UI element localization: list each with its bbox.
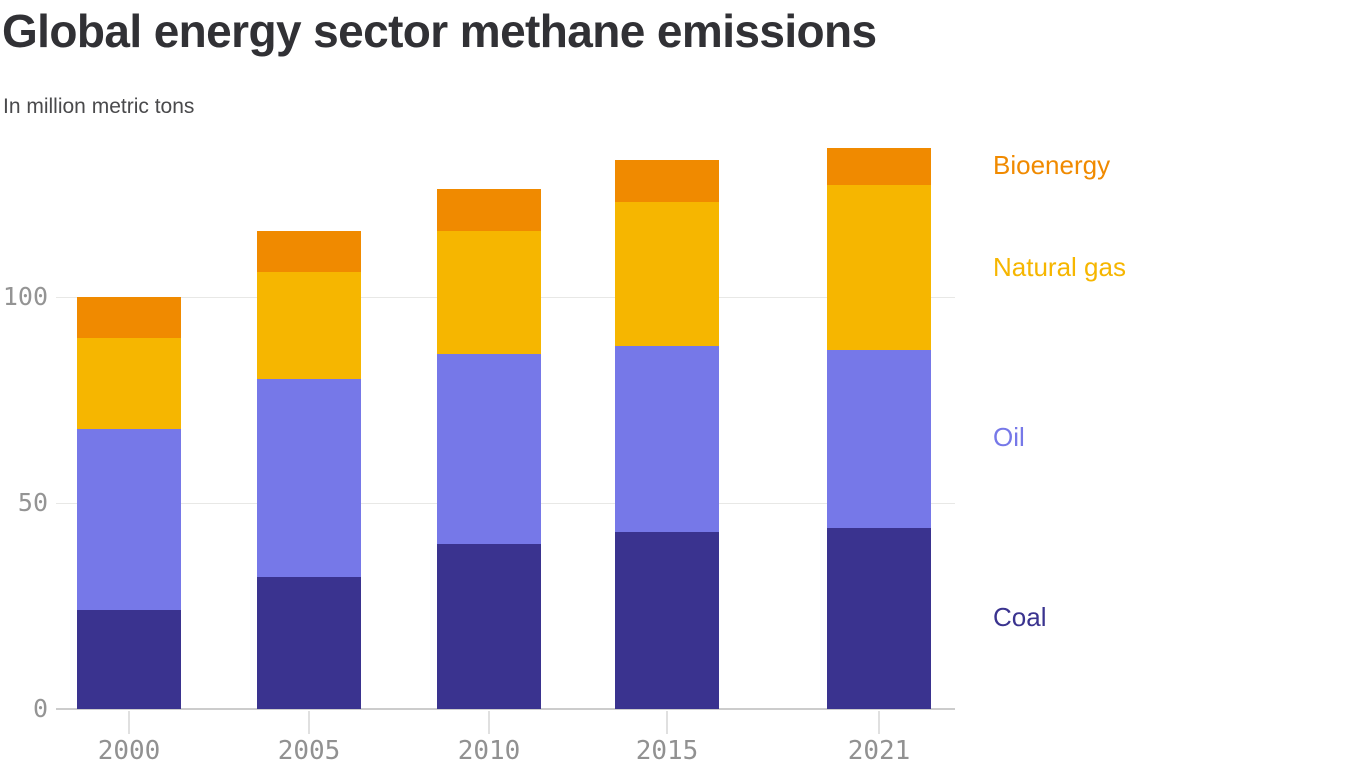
bar-segment-natural-gas-2010 <box>437 230 541 355</box>
bar-segment-bioenergy-2010 <box>437 189 541 231</box>
bar-segment-oil-2015 <box>615 346 719 532</box>
x-tick-mark-2005 <box>308 711 310 734</box>
chart-title: Global energy sector methane emissions <box>2 5 877 57</box>
x-tick-label-2005: 2005 <box>277 736 341 766</box>
bar-segment-natural-gas-2000 <box>77 337 181 429</box>
bar-segment-bioenergy-2005 <box>257 230 361 272</box>
chart-subtitle: In million metric tons <box>3 95 195 118</box>
x-tick-mark-2015 <box>666 711 668 734</box>
x-tick-mark-2000 <box>128 711 130 734</box>
bar-segment-natural-gas-2005 <box>257 271 361 379</box>
bar-segment-oil-2000 <box>77 428 181 610</box>
bar-segment-natural-gas-2021 <box>827 185 931 351</box>
legend-label-bioenergy: Bioenergy <box>993 150 1111 180</box>
y-tick-label-0: 0 <box>32 694 48 723</box>
bar-segment-oil-2021 <box>827 350 931 528</box>
y-tick-label-100: 100 <box>2 281 48 311</box>
bar-segment-coal-2015 <box>615 531 719 709</box>
bar-segment-coal-2010 <box>437 544 541 709</box>
bar-segment-bioenergy-2015 <box>615 160 719 202</box>
bar-segment-bioenergy-2000 <box>77 296 181 338</box>
legend-label-oil: Oil <box>993 422 1025 452</box>
legend-label-natural-gas: Natural gas <box>993 252 1126 282</box>
bar-segment-coal-2021 <box>827 527 931 709</box>
legend-label-coal: Coal <box>993 602 1047 632</box>
x-tick-label-2015: 2015 <box>635 736 699 766</box>
bar-segment-natural-gas-2015 <box>615 201 719 346</box>
y-tick-label-50: 50 <box>17 487 48 517</box>
bar-segment-bioenergy-2021 <box>827 148 931 186</box>
x-tick-mark-2021 <box>878 711 880 734</box>
bar-segment-oil-2005 <box>257 379 361 577</box>
x-axis-line <box>56 708 955 710</box>
x-tick-label-2000: 2000 <box>97 736 161 766</box>
bar-segment-coal-2000 <box>77 610 181 709</box>
bar-segment-oil-2010 <box>437 354 541 544</box>
x-tick-label-2021: 2021 <box>847 736 911 766</box>
x-tick-label-2010: 2010 <box>457 736 521 766</box>
x-tick-mark-2010 <box>488 711 490 734</box>
bar-segment-coal-2005 <box>257 577 361 709</box>
